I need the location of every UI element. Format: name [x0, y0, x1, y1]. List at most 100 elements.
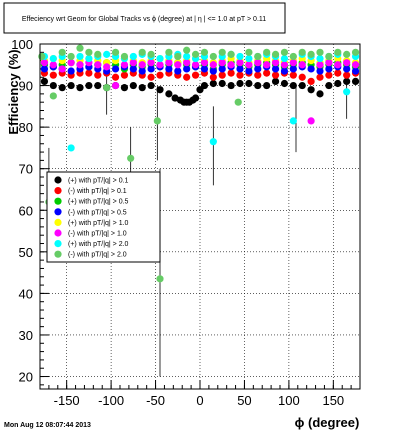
data-point — [40, 65, 49, 73]
y-tick-label: 100 — [11, 37, 33, 52]
data-point — [183, 59, 191, 67]
data-point — [289, 71, 297, 79]
data-point — [165, 90, 173, 98]
data-point — [289, 81, 297, 90]
legend: (+) with pT/|q| > 0.1 (-) with pT/|q| > 0… — [46, 171, 161, 263]
data-point — [200, 81, 209, 90]
data-point — [209, 52, 217, 61]
data-point — [271, 50, 280, 58]
data-point — [254, 71, 262, 79]
data-point — [334, 69, 342, 77]
data-point — [58, 65, 66, 73]
data-point — [40, 59, 49, 67]
legend-marker — [54, 240, 62, 248]
data-point — [138, 84, 146, 92]
data-point — [49, 81, 57, 90]
data-point — [76, 84, 84, 92]
data-point — [236, 52, 244, 61]
data-point — [85, 81, 93, 90]
data-point — [138, 67, 146, 75]
data-point — [94, 61, 102, 69]
data-point — [218, 48, 226, 56]
data-point — [183, 65, 191, 73]
data-point — [103, 84, 111, 92]
data-point — [111, 65, 120, 73]
legend-label: (-) with pT/|q| > 2.0 — [68, 252, 127, 259]
data-point — [111, 73, 120, 81]
data-point — [343, 65, 351, 73]
legend-marker — [54, 197, 62, 205]
data-point — [218, 71, 226, 79]
data-point — [129, 52, 137, 61]
data-point — [147, 81, 155, 90]
data-point — [120, 52, 129, 61]
data-point — [236, 59, 244, 67]
data-point — [76, 52, 84, 61]
data-point — [280, 61, 289, 69]
data-point — [280, 67, 289, 75]
x-tick-label: 100 — [278, 393, 300, 408]
data-point — [38, 52, 46, 61]
data-point — [307, 77, 315, 86]
data-point — [298, 81, 306, 90]
data-point — [49, 92, 57, 100]
data-point — [147, 59, 155, 67]
data-point — [209, 138, 217, 146]
data-point — [153, 117, 161, 125]
legend-label: (-) with pT/|q| > 0.5 — [68, 209, 127, 216]
y-tick-label: 60 — [19, 203, 33, 218]
data-points — [38, 44, 360, 377]
data-point — [245, 67, 253, 75]
data-point — [325, 65, 333, 73]
data-point — [174, 67, 182, 75]
legend-marker — [54, 208, 62, 216]
data-point — [351, 48, 360, 56]
data-point — [298, 73, 306, 81]
data-point — [58, 48, 66, 56]
data-point — [289, 117, 297, 125]
data-point — [325, 71, 333, 79]
data-point — [129, 81, 137, 90]
y-tick-label: 40 — [19, 286, 33, 301]
timestamp: Mon Aug 12 08:07:44 2013 — [4, 422, 91, 429]
data-point — [325, 81, 333, 90]
legend-label: (+) with pT/|q| > 0.1 — [68, 178, 129, 185]
data-point — [200, 65, 209, 73]
data-point — [227, 69, 235, 77]
data-point — [147, 65, 155, 73]
data-point — [191, 71, 200, 79]
data-point — [138, 61, 146, 69]
legend-marker — [54, 176, 62, 184]
y-tick-label: 90 — [19, 79, 33, 94]
data-point — [280, 48, 289, 56]
data-point — [200, 59, 209, 67]
data-point — [254, 81, 262, 90]
data-point — [85, 69, 93, 77]
grid — [40, 43, 360, 389]
data-point — [316, 67, 324, 75]
data-point — [343, 88, 351, 96]
data-point — [165, 48, 173, 56]
legend-label: (+) with pT/|q| > 1.0 — [68, 220, 129, 227]
data-point — [280, 54, 289, 63]
data-point — [209, 67, 217, 75]
title-box — [3, 2, 286, 34]
data-point — [218, 59, 226, 67]
legend-marker — [54, 229, 62, 237]
x-tick-label: -100 — [98, 393, 124, 408]
data-point — [316, 54, 324, 63]
data-point — [191, 50, 200, 58]
data-point — [218, 65, 226, 73]
x-axis-label: ϕ (degree) — [295, 415, 360, 430]
data-point — [343, 77, 351, 86]
data-point — [85, 54, 93, 63]
data-point — [236, 65, 244, 73]
data-point — [254, 65, 262, 73]
data-point — [307, 86, 315, 94]
chart-title: Effeciency wrt Geom for Global Tracks vs… — [22, 16, 266, 23]
y-axis-label: Efficiency (%) — [6, 49, 21, 134]
data-point — [111, 81, 120, 90]
x-tick-label: -150 — [54, 393, 80, 408]
data-point — [209, 79, 217, 88]
data-point — [156, 275, 164, 283]
